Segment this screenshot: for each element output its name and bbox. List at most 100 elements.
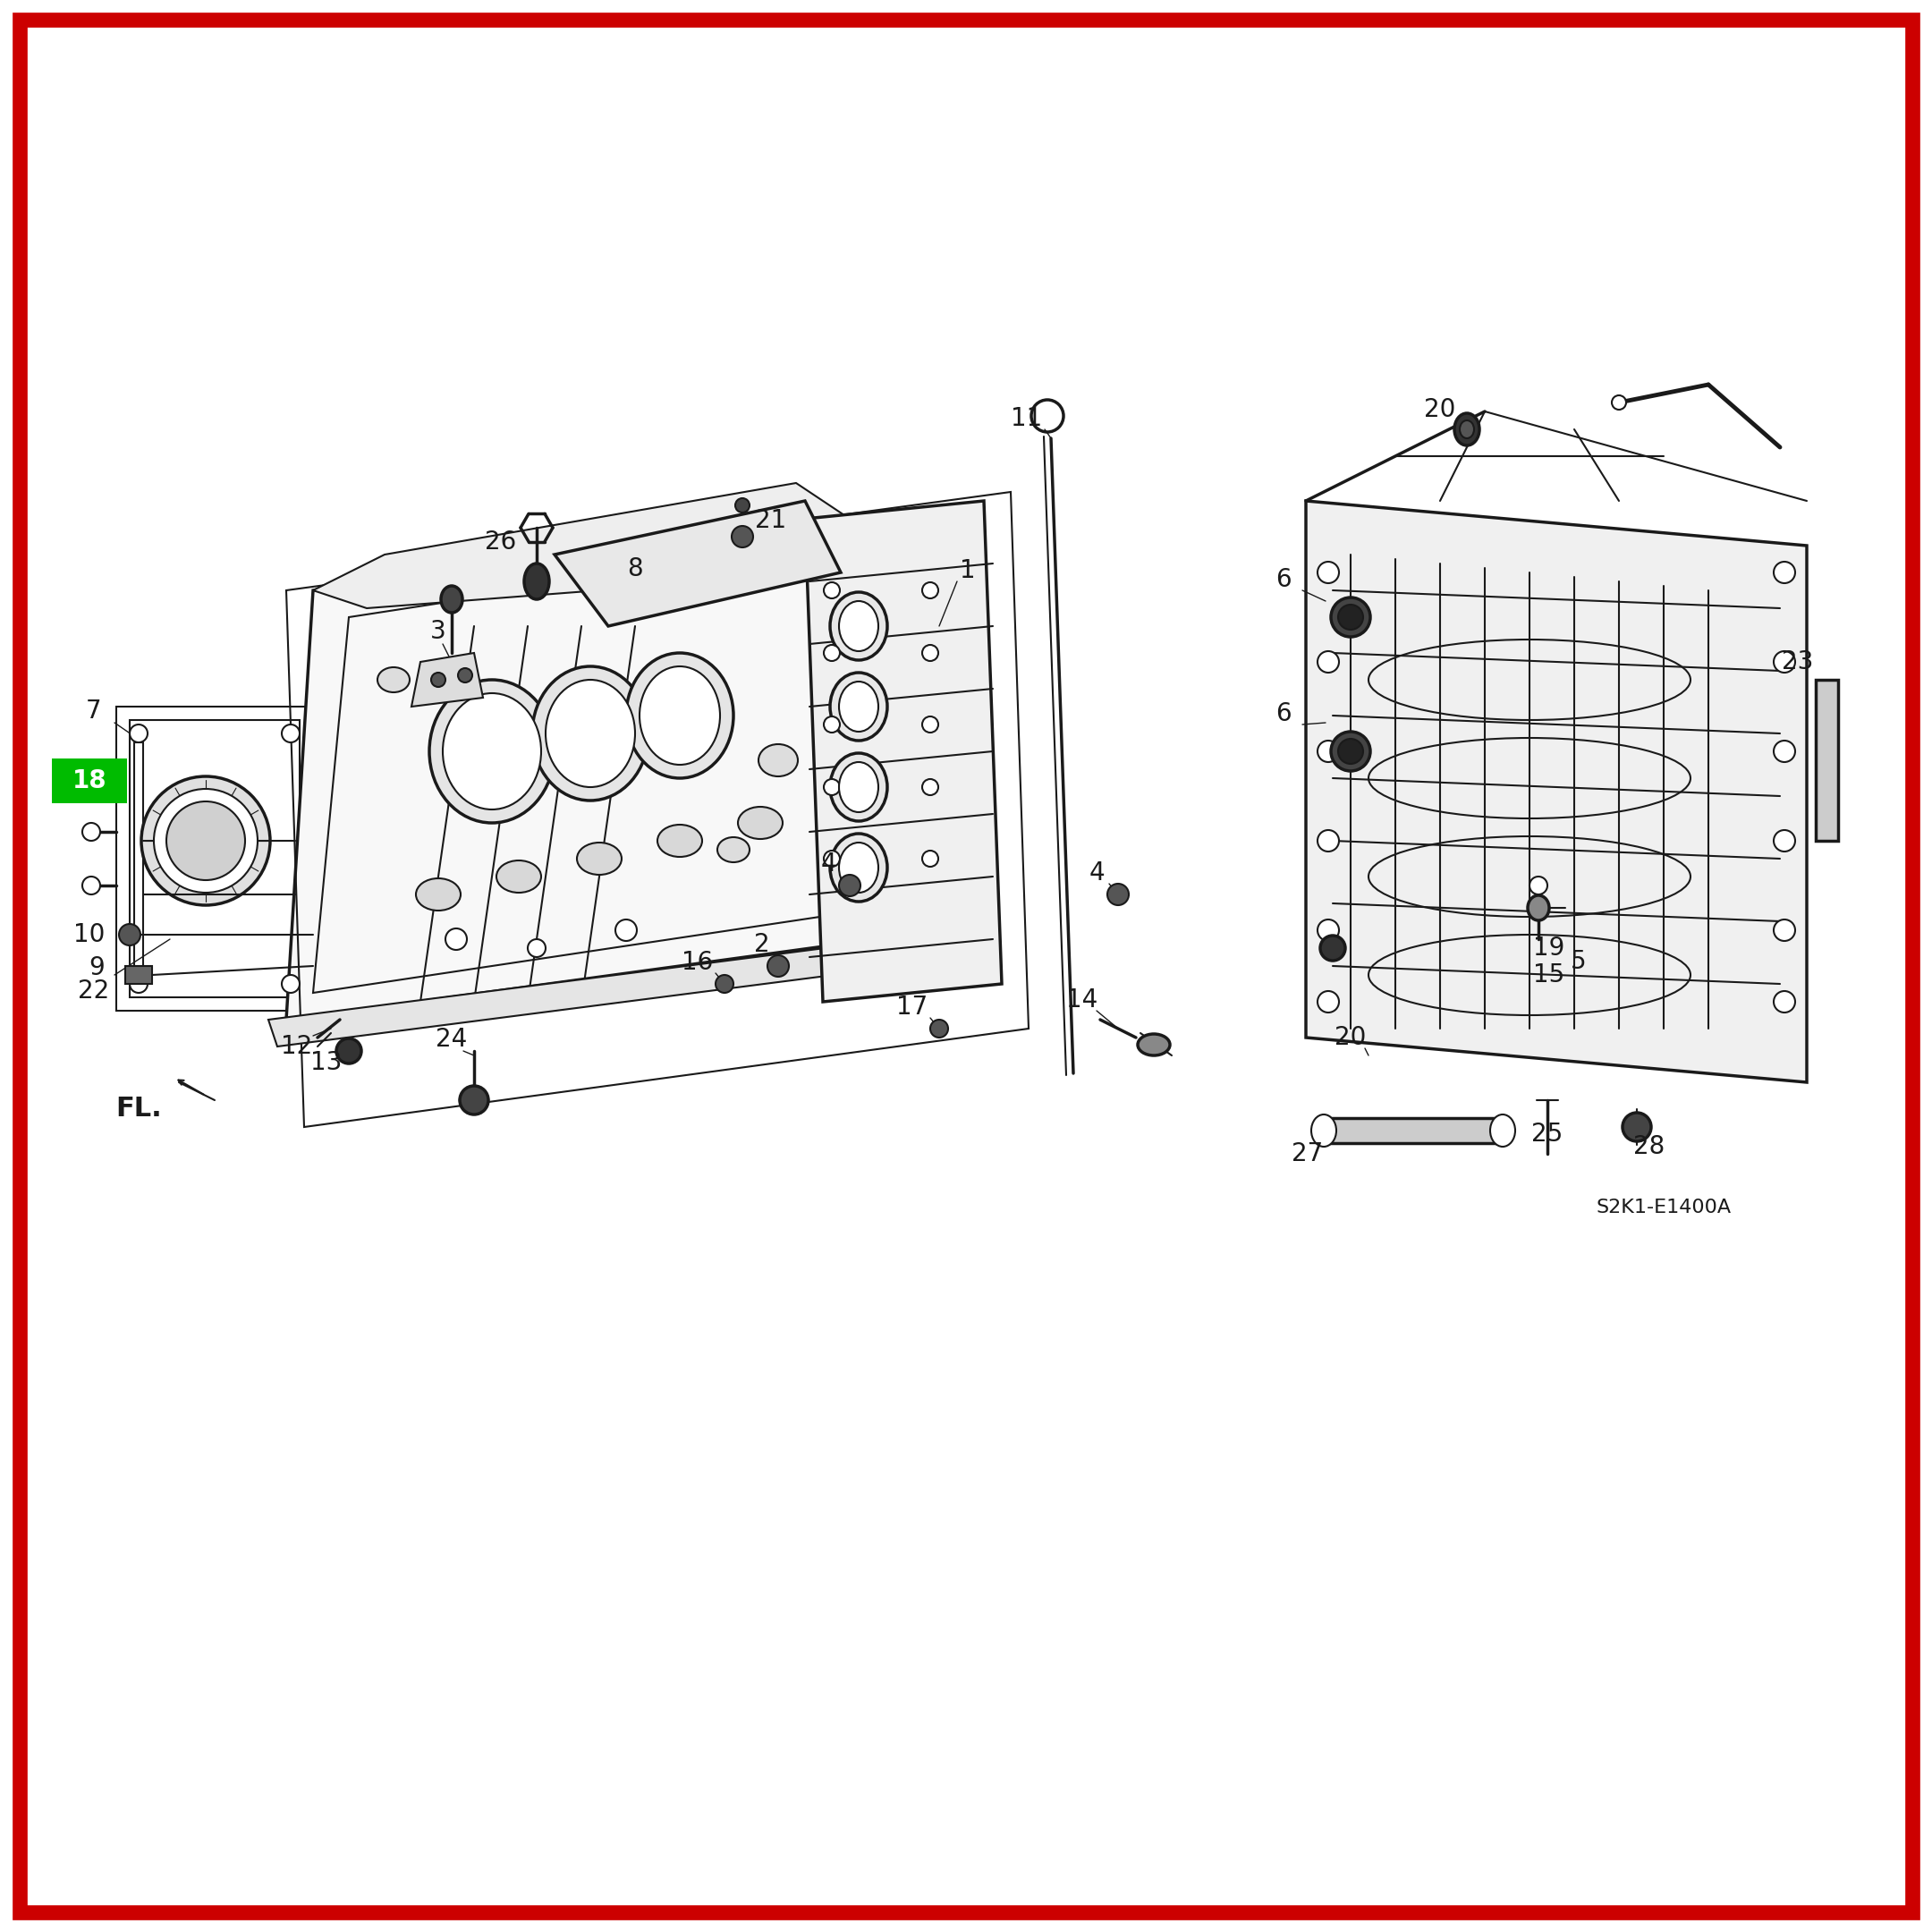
Text: 20: 20 <box>1335 1026 1366 1051</box>
Text: FL.: FL. <box>116 1095 162 1122</box>
Text: 6: 6 <box>1275 701 1291 726</box>
Ellipse shape <box>282 724 299 742</box>
Ellipse shape <box>838 601 879 651</box>
Ellipse shape <box>838 875 860 896</box>
Ellipse shape <box>415 879 460 910</box>
Ellipse shape <box>527 939 545 956</box>
Bar <box>129 721 299 997</box>
Text: 28: 28 <box>1634 1134 1665 1159</box>
Ellipse shape <box>838 761 879 811</box>
Polygon shape <box>554 500 840 626</box>
Ellipse shape <box>922 850 939 867</box>
Ellipse shape <box>717 837 750 862</box>
Text: 5: 5 <box>1571 949 1586 974</box>
Ellipse shape <box>831 753 887 821</box>
Ellipse shape <box>823 850 840 867</box>
Ellipse shape <box>578 842 622 875</box>
Text: 20: 20 <box>1424 398 1457 423</box>
Ellipse shape <box>1528 895 1549 920</box>
Ellipse shape <box>166 802 245 881</box>
Ellipse shape <box>838 682 879 732</box>
Ellipse shape <box>442 694 541 810</box>
Text: 7: 7 <box>87 699 102 724</box>
Polygon shape <box>1323 1119 1503 1144</box>
Ellipse shape <box>929 1020 949 1037</box>
Ellipse shape <box>282 976 299 993</box>
Text: 22: 22 <box>77 978 110 1003</box>
Ellipse shape <box>545 680 636 786</box>
Ellipse shape <box>657 825 701 858</box>
Ellipse shape <box>440 585 462 612</box>
Ellipse shape <box>616 920 638 941</box>
Text: 2: 2 <box>753 931 771 956</box>
Text: 6: 6 <box>1275 568 1291 591</box>
Text: 4: 4 <box>1090 860 1105 885</box>
Ellipse shape <box>738 808 782 838</box>
Text: 11: 11 <box>1010 406 1043 431</box>
Text: 15: 15 <box>1534 962 1565 987</box>
Ellipse shape <box>531 667 649 800</box>
Text: 4: 4 <box>821 852 837 877</box>
Text: 19: 19 <box>1534 935 1565 960</box>
Ellipse shape <box>1490 1115 1515 1148</box>
Ellipse shape <box>458 668 471 682</box>
Ellipse shape <box>715 976 734 993</box>
Ellipse shape <box>922 645 939 661</box>
Text: 12: 12 <box>282 1034 313 1059</box>
Text: 16: 16 <box>682 951 713 976</box>
Ellipse shape <box>759 744 798 777</box>
Ellipse shape <box>922 717 939 732</box>
Text: 21: 21 <box>755 508 786 533</box>
Ellipse shape <box>1774 831 1795 852</box>
Text: 23: 23 <box>1781 649 1814 674</box>
Text: 24: 24 <box>437 1026 468 1051</box>
Ellipse shape <box>129 724 147 742</box>
Ellipse shape <box>1530 877 1548 895</box>
Ellipse shape <box>1138 1034 1171 1055</box>
Ellipse shape <box>831 591 887 661</box>
Ellipse shape <box>129 976 147 993</box>
Text: 3: 3 <box>431 618 446 643</box>
Ellipse shape <box>1318 831 1339 852</box>
Ellipse shape <box>823 717 840 732</box>
Polygon shape <box>286 520 877 1020</box>
Ellipse shape <box>431 672 446 688</box>
Ellipse shape <box>1339 605 1364 630</box>
Ellipse shape <box>1318 651 1339 672</box>
Ellipse shape <box>1318 991 1339 1012</box>
Polygon shape <box>806 500 1003 1003</box>
Ellipse shape <box>155 788 257 893</box>
Ellipse shape <box>1318 562 1339 583</box>
Text: 14: 14 <box>1066 987 1097 1012</box>
Text: 13: 13 <box>311 1051 342 1074</box>
Ellipse shape <box>524 564 549 599</box>
Text: 26: 26 <box>485 529 516 554</box>
Ellipse shape <box>922 582 939 599</box>
Ellipse shape <box>1339 738 1364 763</box>
Ellipse shape <box>1611 396 1627 410</box>
Ellipse shape <box>497 860 541 893</box>
Polygon shape <box>313 483 850 609</box>
Polygon shape <box>1306 500 1806 1082</box>
Polygon shape <box>412 653 483 707</box>
Text: 8: 8 <box>628 556 643 582</box>
Ellipse shape <box>1312 1115 1337 1148</box>
Bar <box>126 966 153 983</box>
Ellipse shape <box>1331 732 1370 771</box>
FancyBboxPatch shape <box>52 759 128 804</box>
Ellipse shape <box>1318 740 1339 761</box>
Ellipse shape <box>1774 920 1795 941</box>
Ellipse shape <box>1331 597 1370 638</box>
Ellipse shape <box>823 582 840 599</box>
Text: 9: 9 <box>89 954 104 980</box>
Ellipse shape <box>626 653 734 779</box>
Ellipse shape <box>83 823 100 840</box>
Text: 25: 25 <box>1532 1122 1563 1148</box>
Ellipse shape <box>1623 1113 1652 1142</box>
Ellipse shape <box>83 877 100 895</box>
Text: S2K1-E1400A: S2K1-E1400A <box>1596 1198 1731 1217</box>
Ellipse shape <box>1774 562 1795 583</box>
Ellipse shape <box>429 680 554 823</box>
Text: 18: 18 <box>71 769 106 794</box>
Bar <box>116 707 313 1010</box>
